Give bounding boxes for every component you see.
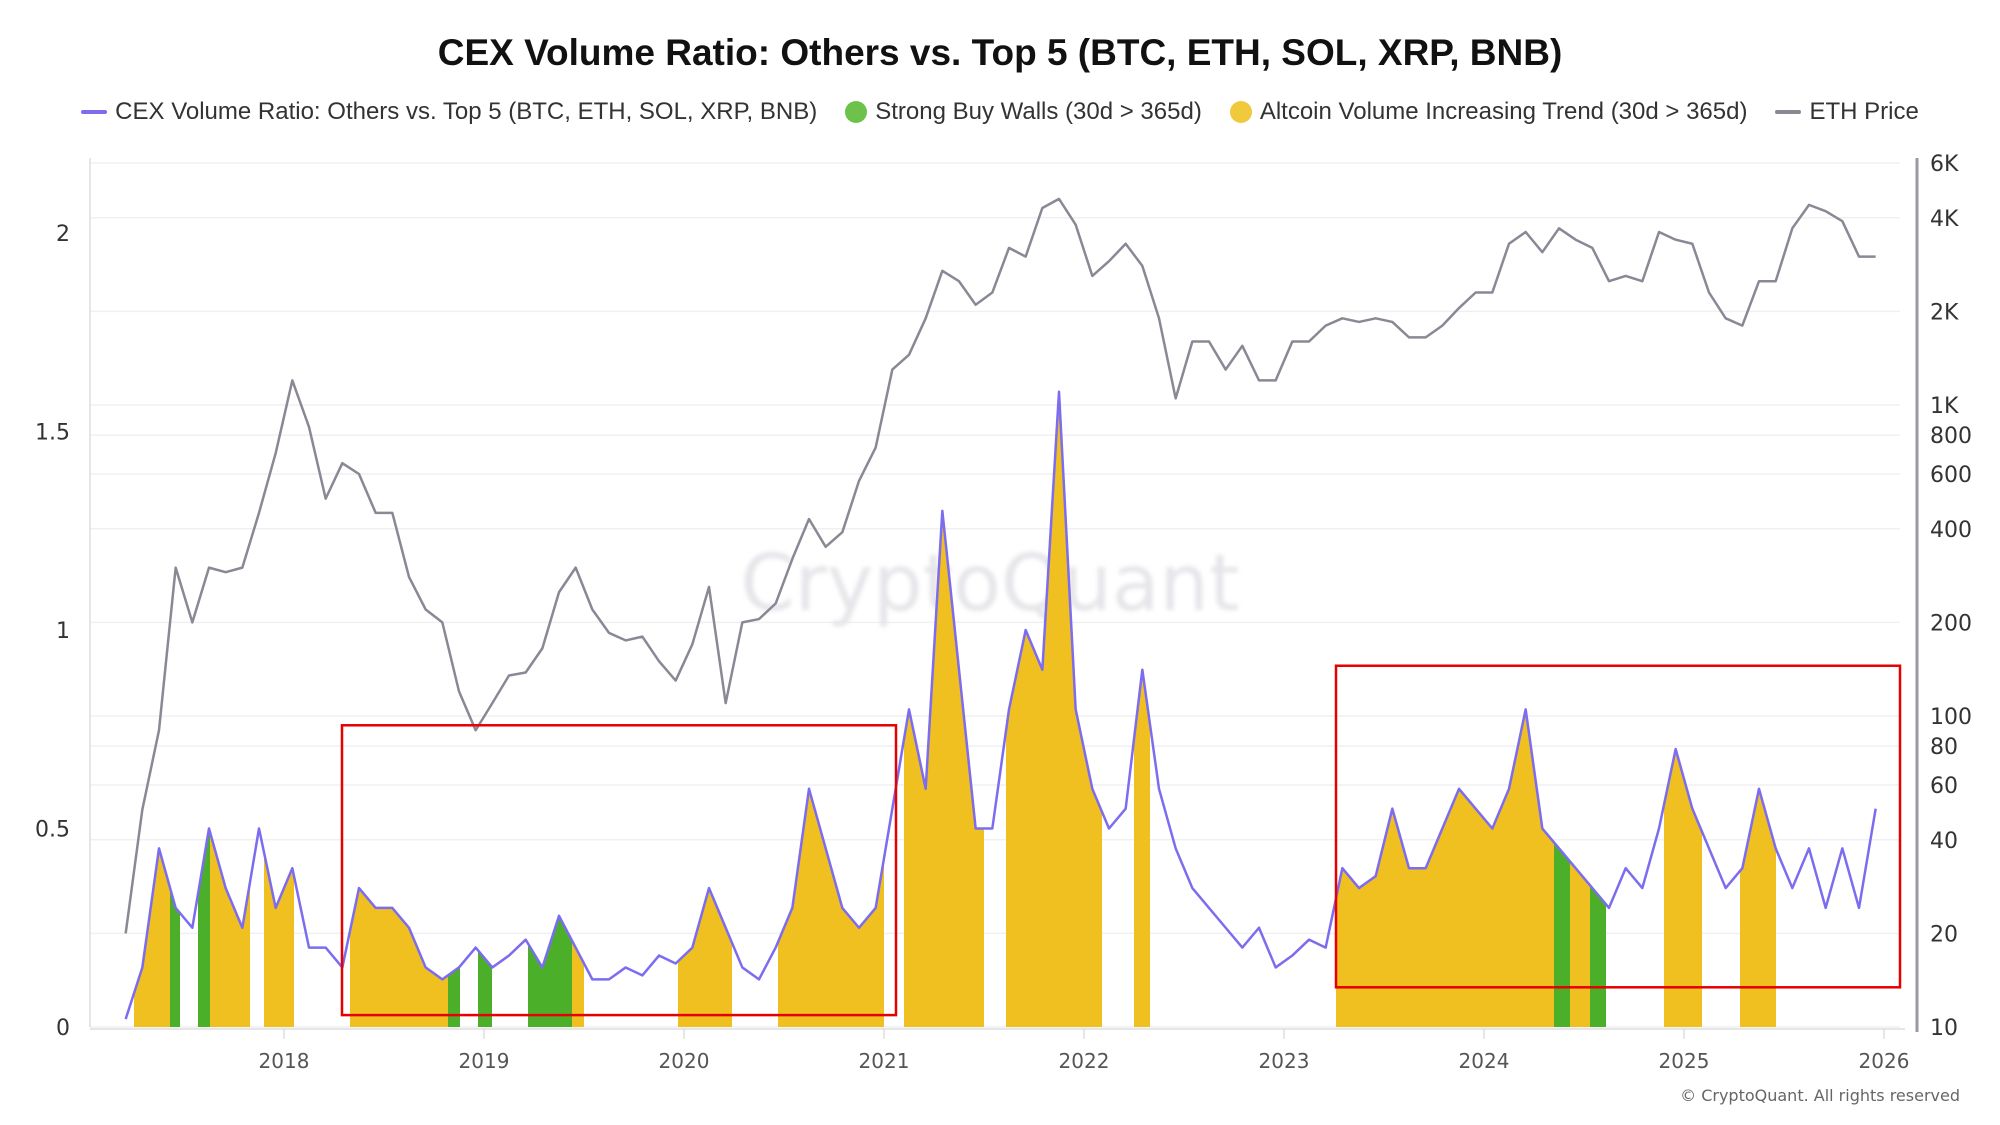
eth-price-line — [124, 197, 1876, 934]
altcoin-trend-bar — [572, 940, 584, 1027]
annotation-box — [1334, 664, 1902, 989]
altcoin-trend-bar — [1006, 408, 1102, 1027]
right-axis-tick-label: 1K — [1930, 394, 1959, 419]
x-axis-tick-label: 2022 — [1059, 1049, 1110, 1073]
right-axis-tick-label: 40 — [1930, 829, 1958, 854]
legend-dot-swatch — [845, 101, 868, 123]
altcoin-trend-bar — [264, 852, 294, 1027]
right-axis-tick-label: 6K — [1930, 152, 1959, 177]
altcoin-trend-bar — [778, 792, 884, 1027]
x-axis-tick-label: 2020 — [659, 1049, 710, 1073]
right-axis-tick-label: 600 — [1930, 463, 1972, 488]
right-axis-tick-label: 80 — [1930, 735, 1958, 760]
right-axis-tick-label: 400 — [1930, 518, 1972, 543]
right-axis-tick-label: 10 — [1930, 1016, 1958, 1041]
altcoin-trend-bar — [1336, 711, 1554, 1027]
legend-item[interactable]: ETH Price — [1775, 98, 1919, 126]
legend-label: Strong Buy Walls (30d > 365d) — [875, 98, 1202, 125]
x-axis-tick-label: 2025 — [1659, 1049, 1710, 1073]
altcoin-trend-bar — [210, 832, 250, 1027]
legend-item[interactable]: CEX Volume Ratio: Others vs. Top 5 (BTC,… — [81, 98, 817, 126]
right-axis-tick-label: 2K — [1930, 300, 1959, 325]
right-axis-tick-label: 60 — [1930, 774, 1958, 799]
x-axis-tick-label: 2024 — [1459, 1049, 1510, 1073]
legend-item[interactable]: Strong Buy Walls (30d > 365d) — [845, 98, 1202, 126]
x-axis-tick-label: 2019 — [459, 1049, 510, 1073]
left-axis-tick-label: 0.5 — [35, 818, 70, 843]
altcoin-trend-bar — [1740, 792, 1776, 1027]
buy-walls-bar — [1590, 885, 1606, 1027]
altcoin-trend-bar — [1134, 672, 1150, 1027]
altcoin-trend-bar — [1570, 861, 1590, 1027]
legend-item[interactable]: Altcoin Volume Increasing Trend (30d > 3… — [1229, 98, 1748, 126]
left-axis-tick-label: 1.5 — [35, 421, 70, 446]
chart-title: CEX Volume Ratio: Others vs. Top 5 (BTC,… — [437, 32, 1563, 73]
left-axis-tick-label: 2 — [56, 222, 70, 247]
x-axis-tick-label: 2023 — [1259, 1049, 1310, 1073]
x-axis-tick-label: 2026 — [1859, 1049, 1910, 1073]
legend: CEX Volume Ratio: Others vs. Top 5 (BTC,… — [0, 98, 2000, 126]
left-axis-tick-label: 1 — [56, 619, 70, 644]
right-axis-tick-label: 800 — [1930, 424, 1972, 449]
buy-walls-bar — [448, 966, 460, 1027]
legend-label: CEX Volume Ratio: Others vs. Top 5 (BTC,… — [115, 98, 818, 125]
altcoin-trend-bar — [904, 516, 984, 1027]
buy-walls-bar — [170, 887, 180, 1027]
altcoin-trend-bar — [1664, 750, 1702, 1027]
right-axis-tick-label: 20 — [1930, 922, 1958, 947]
right-axis-tick-label: 4K — [1930, 207, 1959, 232]
legend-line-swatch — [81, 110, 108, 114]
legend-label: ETH Price — [1809, 98, 1919, 125]
buy-walls-bar — [478, 950, 492, 1027]
volume-ratio-line — [124, 390, 1877, 1020]
buy-walls-bar — [1554, 842, 1570, 1027]
altcoin-trend-bar — [134, 851, 170, 1027]
buy-walls-bar — [528, 917, 572, 1027]
altcoin-trend-bar — [350, 889, 448, 1027]
legend-line-swatch — [1775, 110, 1802, 114]
legend-label: Altcoin Volume Increasing Trend (30d > 3… — [1259, 98, 1748, 125]
annotation-box — [340, 724, 898, 1017]
left-axis-tick-label: 0 — [56, 1016, 70, 1041]
altcoin-trend-bar — [678, 890, 732, 1027]
legend-dot-swatch — [1229, 101, 1252, 123]
x-axis-tick-label: 2021 — [859, 1049, 910, 1073]
x-axis-tick-label: 2018 — [259, 1049, 310, 1073]
watermark: CryptoQuant — [740, 539, 1239, 629]
right-axis-tick-label: 100 — [1930, 705, 1972, 730]
right-axis-tick-label: 200 — [1930, 611, 1972, 636]
copyright: © CryptoQuant. All rights reserved — [1680, 1086, 1960, 1105]
